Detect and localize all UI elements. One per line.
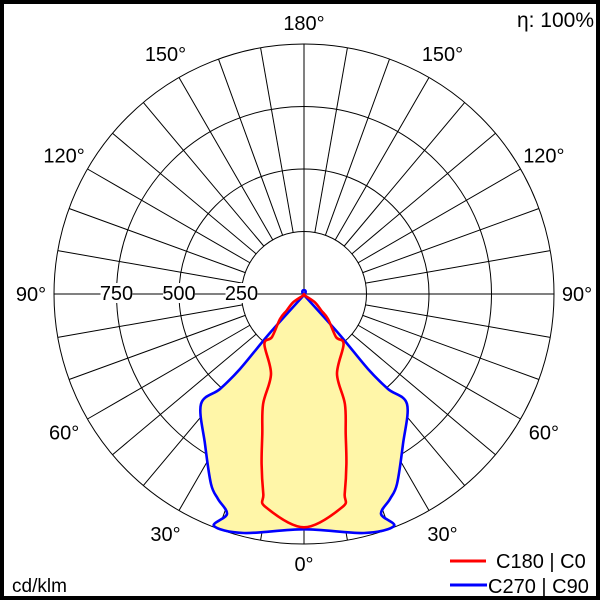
svg-text:η: 100%: η: 100% — [517, 9, 594, 32]
svg-text:30°: 30° — [150, 524, 180, 546]
svg-text:250: 250 — [225, 283, 258, 305]
svg-text:90°: 90° — [562, 284, 592, 306]
svg-text:C270 | C90: C270 | C90 — [488, 576, 589, 598]
svg-text:60°: 60° — [529, 423, 559, 445]
svg-text:150°: 150° — [422, 44, 463, 66]
svg-text:500: 500 — [162, 283, 195, 305]
svg-text:150°: 150° — [145, 44, 186, 66]
svg-text:120°: 120° — [523, 146, 564, 168]
svg-text:0°: 0° — [294, 554, 313, 576]
svg-text:90°: 90° — [16, 284, 46, 306]
svg-text:120°: 120° — [43, 146, 84, 168]
svg-text:180°: 180° — [283, 13, 324, 35]
svg-text:C180 | C0: C180 | C0 — [496, 551, 586, 573]
svg-text:cd/klm: cd/klm — [12, 576, 67, 597]
svg-text:30°: 30° — [427, 524, 457, 546]
svg-text:750: 750 — [100, 283, 133, 305]
svg-text:60°: 60° — [49, 423, 79, 445]
